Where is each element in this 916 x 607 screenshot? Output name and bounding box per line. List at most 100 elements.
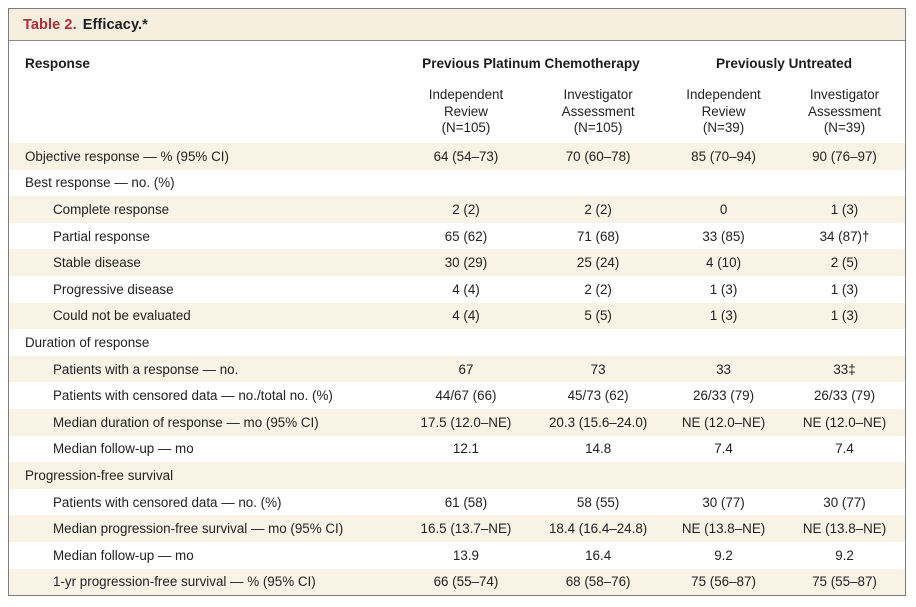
- cell-value: 4 (4): [452, 281, 480, 297]
- table-row: Progressive disease 4 (4) 2 (2) 1 (3) 1 (3): [9, 276, 905, 303]
- cell-value: NE (13.8–NE): [681, 521, 766, 537]
- row-label: Duration of response: [25, 334, 150, 350]
- row-label: Median progression-free survival — mo (9…: [53, 521, 344, 537]
- column-header-investigator-assessment-39: Investigator Assessment (N=39): [808, 87, 881, 135]
- table-row: Patients with a response — no. 67 73 33 33‡: [9, 355, 905, 383]
- table-row: Complete response 2 (2) 2 (2) 0 1 (3): [9, 196, 905, 223]
- cell-value: 5 (5): [584, 308, 612, 324]
- cell-value: 66 (55–74): [433, 574, 499, 590]
- cell-value: [784, 329, 905, 356]
- column-header-independent-review-105: Independent Review (N=105): [428, 87, 504, 135]
- cell-value: 33 (85): [702, 228, 745, 244]
- cell-value: 75 (56–87): [691, 574, 756, 590]
- table-header: Response Previous Platinum Chemotherapy …: [9, 41, 905, 143]
- row-label: Patients with a response — no.: [53, 361, 239, 377]
- column-group-previous-platinum: Previous Platinum Chemotherapy: [422, 56, 640, 71]
- table-row: Could not be evaluated 4 (4) 5 (5) 1 (3) 1 (…: [9, 302, 905, 330]
- table-number-label: Table 2.: [23, 16, 77, 33]
- cell-value: 73: [590, 361, 606, 377]
- cell-value: 65 (62): [444, 228, 488, 244]
- row-label: Progression-free survival: [25, 467, 174, 483]
- row-label: Best response — no. (%): [25, 175, 175, 191]
- cell-value: NE (13.8–NE): [802, 521, 887, 537]
- cell-value: NE (12.0–NE): [681, 414, 766, 430]
- cell-value: 2 (2): [584, 281, 612, 297]
- table-row: Progression-free survival: [9, 462, 905, 489]
- cell-value: 90 (76–97): [812, 148, 877, 164]
- cell-value: 64 (54–73): [433, 148, 499, 164]
- cell-value: 85 (70–94): [691, 148, 756, 164]
- table-row: 1-yr progression-free survival — % (95% …: [9, 568, 905, 596]
- column-header-investigator-assessment-105: Investigator Assessment (N=105): [561, 87, 635, 135]
- cell-value: 16.5 (13.7–NE): [420, 521, 512, 537]
- cell-value: 13.9: [452, 547, 479, 563]
- cell-value: 1 (3): [709, 281, 738, 297]
- cell-value: 1 (3): [830, 201, 859, 217]
- cell-value: 20.3 (15.6–24.0): [548, 414, 648, 430]
- cell-value: 7.4: [714, 441, 733, 457]
- row-label: Could not be evaluated: [53, 308, 191, 324]
- cell-value: 45/73 (62): [567, 388, 629, 404]
- cell-value: [784, 462, 905, 489]
- cell-value: 9.2: [714, 547, 733, 563]
- cell-value: 75 (55–87): [812, 574, 877, 590]
- table-row: Median progression-free survival — mo (9…: [9, 515, 905, 542]
- cell-value: 58 (55): [576, 494, 620, 510]
- column-header-response: Response: [25, 56, 90, 71]
- table-row: Patients with censored data — no. (%) 61 …: [9, 489, 905, 516]
- cell-value: 30 (77): [823, 494, 866, 510]
- cell-value: 70 (60–78): [565, 148, 631, 164]
- cell-value: 2 (2): [452, 201, 480, 217]
- efficacy-table: Response Previous Platinum Chemotherapy …: [9, 41, 905, 596]
- cell-value: 33: [716, 361, 731, 377]
- column-header-independent-review-39: Independent Review (N=39): [686, 87, 761, 135]
- table-row: Median duration of response — mo (95% CI…: [9, 408, 905, 436]
- table-row: Best response — no. (%): [9, 170, 905, 197]
- table-row: Patients with censored data — no./total …: [9, 382, 905, 409]
- cell-value: 2 (5): [830, 255, 859, 271]
- table-row: Objective response — % (95% CI) 64 (54–73…: [9, 143, 905, 170]
- row-label: Stable disease: [53, 255, 141, 271]
- column-group-previously-untreated: Previously Untreated: [716, 56, 853, 71]
- table-title-text: Efficacy.*: [82, 16, 148, 33]
- cell-value: 9.2: [835, 547, 854, 563]
- table-title-bar: Table 2. Efficacy.*: [9, 9, 905, 41]
- row-label: Partial response: [53, 228, 150, 244]
- cell-value: 16.4: [585, 547, 612, 563]
- cell-value: [533, 329, 663, 356]
- efficacy-table-panel: Table 2. Efficacy.* Response Previous Pl…: [8, 8, 906, 597]
- cell-value: 4 (10): [706, 255, 742, 271]
- cell-value: [533, 170, 663, 197]
- cell-value: [399, 462, 533, 489]
- cell-value: 68 (58–76): [565, 574, 631, 590]
- cell-value: 17.5 (12.0–NE): [420, 414, 512, 430]
- cell-value: 2 (2): [584, 201, 612, 217]
- cell-value: 61 (58): [444, 494, 488, 510]
- cell-value: 7.4: [835, 441, 854, 457]
- cell-value: 0: [719, 201, 728, 217]
- cell-value: 44/67 (66): [435, 388, 497, 404]
- cell-value: 30 (29): [444, 255, 488, 271]
- cell-value: [663, 170, 784, 197]
- cell-value: [663, 462, 784, 489]
- cell-value: 4 (4): [452, 308, 480, 324]
- cell-value: [663, 329, 784, 356]
- cell-value: 67: [458, 361, 474, 377]
- cell-value: [784, 170, 905, 197]
- cell-value: [533, 462, 663, 489]
- row-label: Patients with censored data — no./total …: [53, 388, 333, 404]
- row-label: 1-yr progression-free survival — % (95% …: [53, 574, 316, 590]
- sub-header-row: Independent Review (N=105) Investigator …: [9, 81, 905, 143]
- cell-value: 26/33 (79): [693, 388, 755, 404]
- cell-value: NE (12.0–NE): [802, 414, 887, 430]
- cell-value: 14.8: [585, 441, 612, 457]
- table-row: Median follow-up — mo 13.9 16.4 9.2 9.2: [9, 542, 905, 569]
- table-row: Median follow-up — mo 12.1 14.8 7.4 7.4: [9, 436, 905, 463]
- row-label: Median duration of response — mo (95% CI…: [53, 414, 319, 430]
- cell-value: 1 (3): [830, 281, 859, 297]
- cell-value: [399, 329, 533, 356]
- cell-value: [399, 170, 533, 197]
- cell-value: 12.1: [452, 441, 479, 457]
- cell-value: 1 (3): [830, 308, 859, 324]
